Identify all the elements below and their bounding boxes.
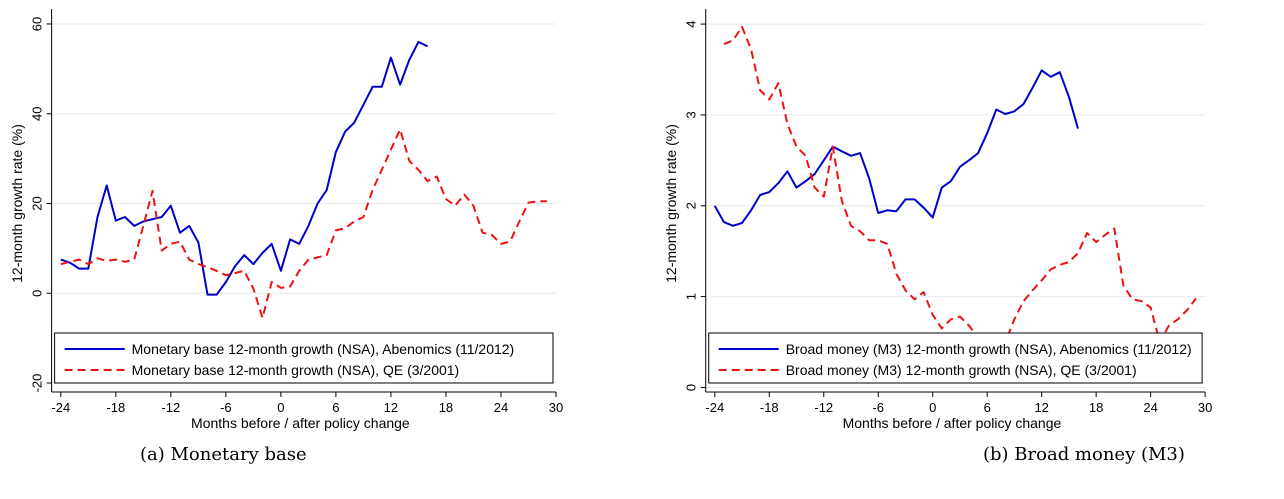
x-axis-title: Months before / after policy change	[843, 415, 1062, 431]
x-tick-label: -12	[814, 400, 833, 415]
x-tick-label: -6	[872, 400, 884, 415]
y-tick-label: -20	[30, 374, 45, 393]
legend-label: Monetary base 12-month growth (NSA), Abe…	[132, 341, 515, 357]
series-line-qe	[723, 25, 1197, 343]
y-tick-label: 40	[30, 107, 45, 121]
x-tick-label: 24	[1143, 400, 1157, 415]
x-tick-label: -24	[705, 400, 724, 415]
figure-caption: (b) Broad money (M3)	[983, 444, 1185, 465]
x-tick-label: -12	[161, 400, 180, 415]
chart-panel-a: -20 0 20 40 60 -24 -18 -12 -6 0 6 12 18 24 30 Months be…	[9, 9, 563, 465]
x-tick-label: 18	[1089, 400, 1103, 415]
y-tick-label: 3	[684, 111, 699, 118]
legend-box	[708, 332, 1203, 384]
y-tick-label: 0	[684, 384, 699, 391]
legend-label: Broad money (M3) 12-month growth (NSA), …	[786, 362, 1137, 378]
y-axis-title: 12-month growth rate (%)	[9, 124, 25, 283]
legend-box	[54, 332, 554, 384]
x-tick-label: 6	[332, 400, 339, 415]
y-tick-label: 1	[684, 293, 699, 300]
figure-caption: (a) Monetary base	[140, 444, 307, 465]
legend-label: Broad money (M3) 12-month growth (NSA), …	[786, 341, 1192, 357]
y-tick-label: 60	[30, 17, 45, 31]
x-tick-label: 18	[439, 400, 453, 415]
x-tick-label: 0	[277, 400, 284, 415]
x-tick-label: 0	[929, 400, 936, 415]
series-line-abenomics	[713, 69, 1079, 227]
series-line-qe	[60, 128, 547, 319]
y-tick-label: 20	[30, 196, 45, 210]
y-tick-label: 0	[30, 290, 45, 297]
legend-label: Monetary base 12-month growth (NSA), QE …	[132, 362, 460, 378]
y-axis-title: 12-month growth rate (%)	[663, 124, 679, 283]
x-tick-label: 30	[1198, 400, 1212, 415]
x-tick-label: 6	[984, 400, 991, 415]
x-tick-label: -18	[106, 400, 125, 415]
series-line-abenomics	[60, 40, 429, 296]
x-tick-label: 12	[384, 400, 398, 415]
x-tick-label: 12	[1034, 400, 1048, 415]
y-tick-label: 2	[684, 202, 699, 209]
x-tick-label: 30	[549, 400, 563, 415]
x-tick-label: -24	[51, 400, 70, 415]
y-tick-label: 4	[684, 20, 699, 27]
x-tick-label: 24	[494, 400, 508, 415]
x-tick-label: -6	[220, 400, 232, 415]
x-axis-title: Months before / after policy change	[191, 415, 410, 431]
x-tick-label: -18	[760, 400, 779, 415]
